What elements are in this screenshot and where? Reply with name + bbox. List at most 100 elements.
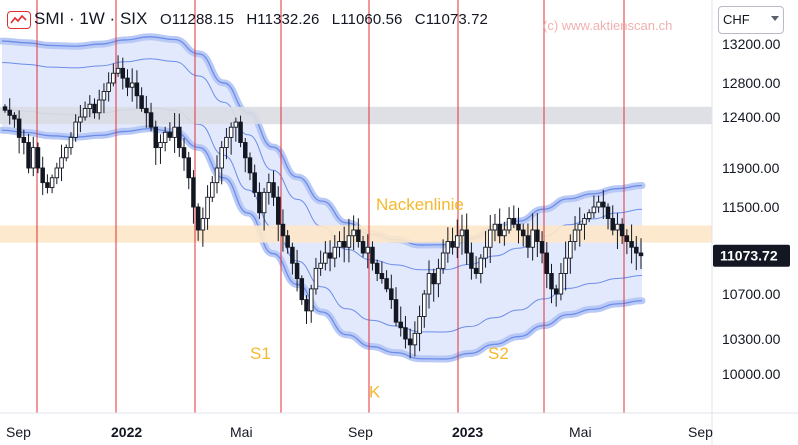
candle[interactable] — [450, 241, 455, 248]
candle[interactable] — [624, 235, 630, 242]
app-logo-icon[interactable] — [7, 11, 31, 29]
candle[interactable] — [638, 252, 644, 257]
candle[interactable] — [619, 223, 625, 237]
candle[interactable] — [535, 229, 540, 242]
candle[interactable] — [440, 252, 446, 269]
candle[interactable] — [549, 273, 554, 290]
candle[interactable] — [539, 241, 545, 254]
candle[interactable] — [195, 206, 201, 231]
candle[interactable] — [139, 95, 144, 109]
candle[interactable] — [422, 293, 427, 317]
candle[interactable] — [82, 108, 88, 118]
candle[interactable] — [21, 136, 27, 143]
candle[interactable] — [271, 182, 276, 198]
candle[interactable] — [172, 126, 177, 138]
candle[interactable] — [346, 235, 352, 248]
candle[interactable] — [266, 182, 272, 193]
candle[interactable] — [384, 278, 389, 290]
candle[interactable] — [45, 182, 50, 188]
candle[interactable] — [365, 246, 371, 254]
candle[interactable] — [115, 67, 121, 74]
candle[interactable] — [351, 229, 356, 237]
symbol-title[interactable]: SMI · 1W · SIX — [34, 9, 148, 28]
candle[interactable] — [304, 299, 309, 312]
candle[interactable] — [92, 103, 97, 114]
candle[interactable] — [294, 262, 300, 280]
candle[interactable] — [327, 252, 333, 259]
candle[interactable] — [487, 229, 493, 248]
candle[interactable] — [431, 273, 436, 285]
candle[interactable] — [2, 106, 8, 111]
candle[interactable] — [68, 136, 74, 149]
candle[interactable] — [233, 121, 239, 128]
candle[interactable] — [205, 196, 210, 219]
candle[interactable] — [40, 167, 45, 184]
candle[interactable] — [582, 218, 587, 225]
candle[interactable] — [497, 223, 502, 237]
candle[interactable] — [238, 121, 243, 143]
candle[interactable] — [191, 177, 196, 208]
candle[interactable] — [459, 229, 465, 237]
candle[interactable] — [35, 147, 41, 169]
candle[interactable] — [403, 327, 408, 340]
candle[interactable] — [615, 223, 620, 231]
candle[interactable] — [54, 167, 60, 179]
candle[interactable] — [49, 177, 55, 188]
candle[interactable] — [605, 206, 611, 219]
candle[interactable] — [12, 114, 17, 120]
candle[interactable] — [148, 112, 154, 128]
candle[interactable] — [59, 157, 64, 169]
candle[interactable] — [31, 147, 36, 169]
candle[interactable] — [577, 223, 583, 231]
candle[interactable] — [337, 241, 342, 248]
candle[interactable] — [313, 267, 319, 290]
candle[interactable] — [308, 288, 314, 312]
candle[interactable] — [530, 229, 535, 248]
candle[interactable] — [379, 273, 385, 280]
candle[interactable] — [257, 191, 262, 214]
candle[interactable] — [586, 212, 592, 219]
candle[interactable] — [228, 126, 234, 138]
candle[interactable] — [469, 252, 474, 269]
candle[interactable] — [544, 252, 550, 274]
candle[interactable] — [596, 201, 601, 208]
candle[interactable] — [7, 109, 12, 116]
candle[interactable] — [96, 99, 102, 114]
candle[interactable] — [125, 77, 130, 88]
candle[interactable] — [506, 218, 512, 231]
candle[interactable] — [87, 103, 93, 109]
candle[interactable] — [318, 262, 323, 269]
currency-select[interactable]: CHF — [718, 6, 784, 34]
candle[interactable] — [210, 182, 215, 198]
candle[interactable] — [299, 278, 305, 301]
candle[interactable] — [511, 218, 517, 225]
candle[interactable] — [341, 241, 347, 248]
candle[interactable] — [200, 218, 206, 231]
candle[interactable] — [214, 167, 220, 184]
candle[interactable] — [219, 147, 224, 169]
candle[interactable] — [134, 82, 140, 97]
candle[interactable] — [398, 321, 403, 329]
candle[interactable] — [73, 121, 78, 138]
candle[interactable] — [370, 246, 375, 264]
candle[interactable] — [101, 91, 107, 101]
candle[interactable] — [483, 246, 488, 259]
candle[interactable] — [360, 241, 366, 254]
candle[interactable] — [129, 82, 135, 88]
candle[interactable] — [525, 235, 531, 248]
candle[interactable] — [186, 157, 191, 179]
candle[interactable] — [492, 223, 498, 231]
candle[interactable] — [417, 316, 422, 334]
candle[interactable] — [332, 246, 338, 259]
candle[interactable] — [558, 273, 564, 295]
candle[interactable] — [473, 267, 479, 274]
candle[interactable] — [177, 126, 182, 149]
candle[interactable] — [290, 246, 295, 264]
candle[interactable] — [455, 235, 460, 248]
candle[interactable] — [120, 67, 126, 79]
candle[interactable] — [280, 223, 286, 237]
candle[interactable] — [445, 241, 451, 254]
candle[interactable] — [285, 235, 290, 248]
candle[interactable] — [323, 252, 328, 264]
